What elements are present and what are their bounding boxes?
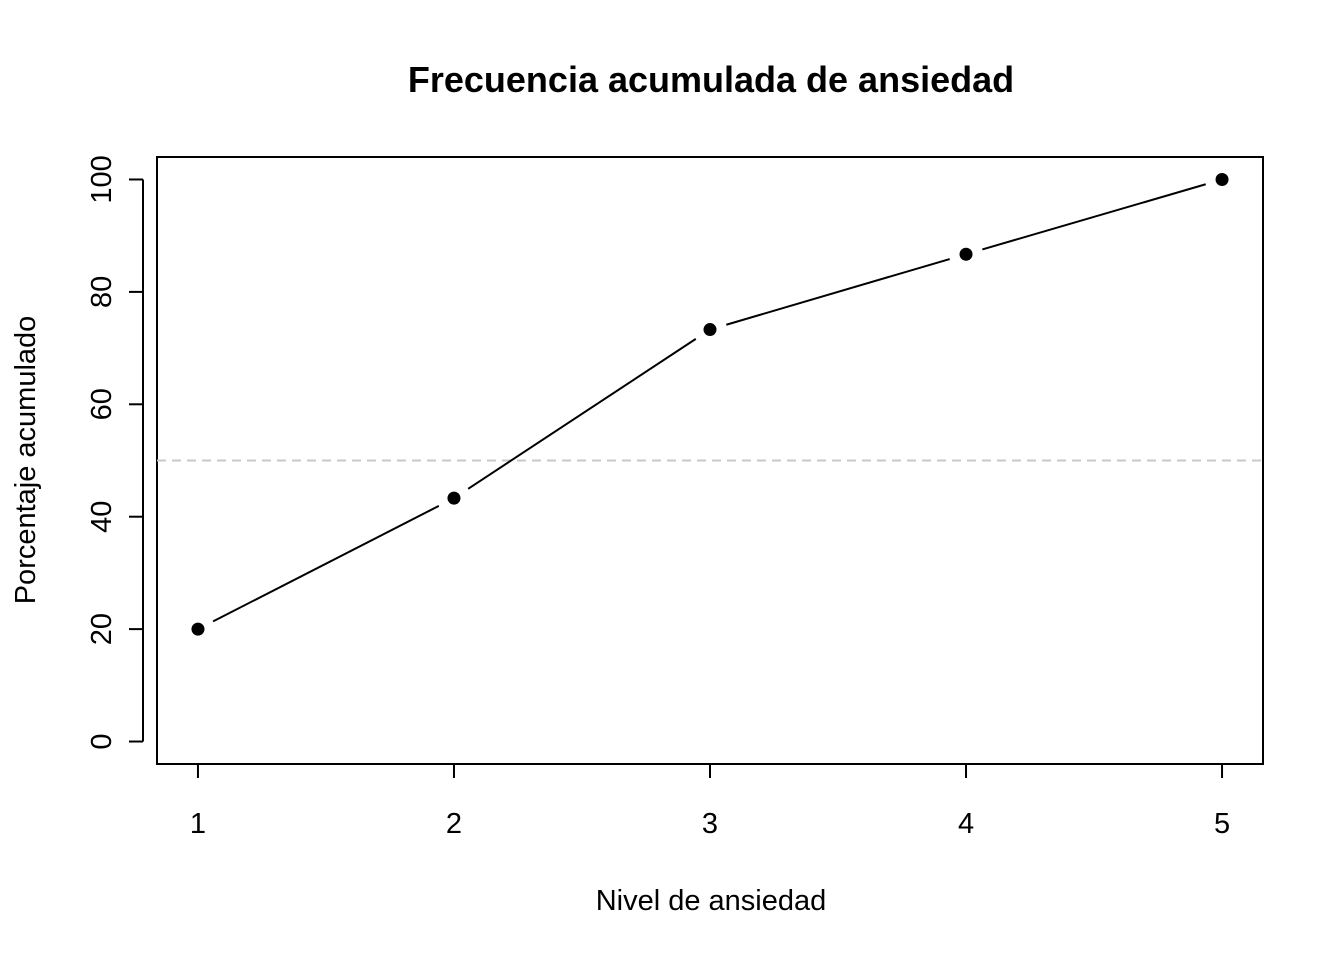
series-line-segment: [212, 505, 440, 623]
x-tick-label: 3: [702, 808, 718, 840]
y-tick-label: 60: [86, 388, 118, 420]
series-layer: [191, 172, 1229, 636]
x-tick-label: 4: [958, 808, 974, 840]
y-tick-label: 80: [86, 276, 118, 308]
y-axis-label: Porcentaje acumulado: [10, 316, 42, 605]
x-tick-label: 2: [446, 808, 462, 840]
series-line-segment: [467, 338, 697, 490]
x-tick-label: 5: [1214, 808, 1230, 840]
x-tick-label: 1: [190, 808, 206, 840]
series-line-segment: [982, 183, 1206, 251]
data-point: [191, 622, 205, 636]
y-tick-label: 100: [86, 155, 118, 203]
y-tick-label: 20: [86, 613, 118, 645]
y-tick-label: 0: [86, 733, 118, 749]
data-point: [447, 491, 461, 505]
data-point: [1215, 172, 1229, 186]
series-line-segment: [726, 258, 950, 326]
y-axis: 0 20 40 60 80 100: [86, 155, 144, 750]
data-point: [703, 323, 717, 337]
x-axis-label: Nivel de ansiedad: [596, 885, 827, 917]
data-point: [959, 247, 973, 261]
y-tick-label: 40: [86, 501, 118, 533]
chart-title: Frecuencia acumulada de ansiedad: [408, 59, 1014, 100]
x-axis: 1 2 3 4 5: [190, 763, 1230, 840]
